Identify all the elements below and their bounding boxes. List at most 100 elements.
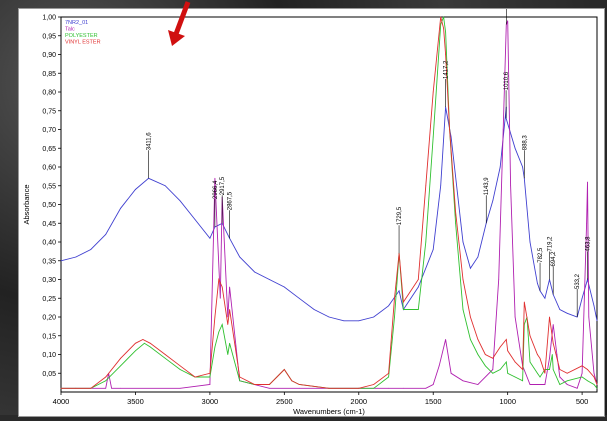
series-point — [450, 372, 452, 374]
annotation-label: 533,2 — [575, 273, 581, 289]
series-point — [227, 316, 229, 318]
series-point — [552, 324, 554, 325]
series-point — [484, 354, 486, 355]
y-tick-label: 0,75 — [42, 108, 56, 115]
series-point — [75, 256, 77, 258]
series-point — [214, 316, 216, 318]
series-point — [149, 342, 151, 344]
annotation-label: 782,5 — [538, 247, 544, 263]
y-tick-label: 0,55 — [42, 183, 56, 190]
series-point — [440, 185, 442, 187]
series-point — [455, 222, 456, 224]
series-point — [239, 376, 241, 378]
series-point — [551, 354, 553, 355]
annotation-label: 463,8 — [586, 236, 592, 252]
series-point — [505, 361, 507, 363]
series-point — [566, 384, 568, 385]
series-point — [269, 279, 270, 280]
series-point — [149, 346, 151, 348]
series-point — [450, 136, 452, 138]
series-point — [291, 380, 293, 382]
series-point — [445, 31, 446, 33]
x-tick-label: 4000 — [53, 397, 70, 406]
annotation-label: 2867,5 — [228, 191, 234, 210]
series-point — [394, 316, 395, 318]
series-point — [388, 387, 389, 389]
series-point — [544, 297, 546, 299]
series-point — [492, 369, 494, 370]
y-tick-label: 0,20 — [42, 315, 56, 322]
x-tick-label: 3000 — [202, 397, 219, 406]
series-point — [566, 312, 568, 314]
series-point — [417, 279, 419, 280]
series-point — [179, 369, 181, 370]
x-tick-label: 1000 — [499, 397, 516, 406]
series-point — [440, 24, 442, 25]
legend-entry: Talc — [65, 27, 75, 33]
series-point — [462, 279, 464, 280]
series-point — [221, 324, 223, 325]
series-point — [142, 339, 144, 340]
series-point — [502, 129, 504, 130]
spectrum-window: 0,05 0,10 0,15 0,20 0,25 0,30 0,35 0,40 0,45 0,50… — [18, 0, 605, 417]
x-tick-label: 1500 — [425, 397, 442, 406]
series-point — [179, 200, 181, 202]
series-point — [522, 380, 523, 382]
series-point — [417, 286, 419, 288]
series-point — [209, 376, 211, 378]
series-point — [328, 387, 330, 389]
y-axis-label: Absorbance — [22, 184, 31, 224]
series-point — [559, 369, 561, 370]
series-point — [514, 361, 516, 363]
x-tick-label: 500 — [576, 397, 589, 406]
series-point — [477, 354, 479, 355]
series-point — [283, 286, 285, 288]
x-axis-label: Wavenumbers (cm-1) — [293, 407, 365, 416]
x-tick-label: 2500 — [276, 397, 293, 406]
series-point — [90, 249, 92, 250]
series-point — [544, 372, 546, 374]
series-point — [219, 297, 221, 299]
series-point — [537, 282, 538, 284]
series-point — [179, 365, 181, 367]
series-point — [209, 384, 211, 385]
series-point — [120, 357, 121, 359]
series-point — [445, 339, 446, 340]
series-point — [373, 387, 375, 389]
series-point — [455, 211, 456, 213]
series-point — [432, 384, 434, 385]
annotation-label: 2966,4 — [213, 180, 219, 199]
series-point — [498, 279, 500, 280]
series-point — [276, 376, 278, 378]
series-point — [75, 387, 77, 389]
y-tick-label: 0,60 — [42, 165, 56, 172]
series-point — [470, 316, 471, 318]
annotation-label: 694,2 — [551, 251, 557, 267]
series-point — [164, 185, 166, 187]
series-point — [549, 369, 550, 370]
series-point — [566, 380, 568, 382]
series-point — [499, 346, 501, 348]
y-tick-label: 0,90 — [42, 52, 56, 59]
annotation-label: 3411,6 — [147, 132, 153, 151]
legend-entry: 7NR2_01 — [65, 20, 88, 26]
series-point — [499, 166, 501, 168]
series-point — [462, 309, 464, 310]
series-point — [373, 384, 375, 385]
series-point — [120, 365, 121, 367]
series-point — [477, 256, 479, 258]
series-point — [227, 324, 229, 325]
x-tick-label: 2000 — [350, 397, 367, 406]
red-arrow-icon — [168, 1, 191, 46]
series-point — [529, 241, 531, 243]
series-point — [593, 376, 595, 378]
series-point — [587, 380, 588, 382]
series-point — [440, 16, 442, 18]
series-point — [559, 309, 561, 310]
series-point — [254, 271, 255, 273]
series-point — [164, 357, 166, 359]
series-point — [164, 354, 166, 355]
series-point — [462, 241, 464, 243]
series-point — [403, 309, 404, 310]
series-point — [239, 256, 241, 258]
